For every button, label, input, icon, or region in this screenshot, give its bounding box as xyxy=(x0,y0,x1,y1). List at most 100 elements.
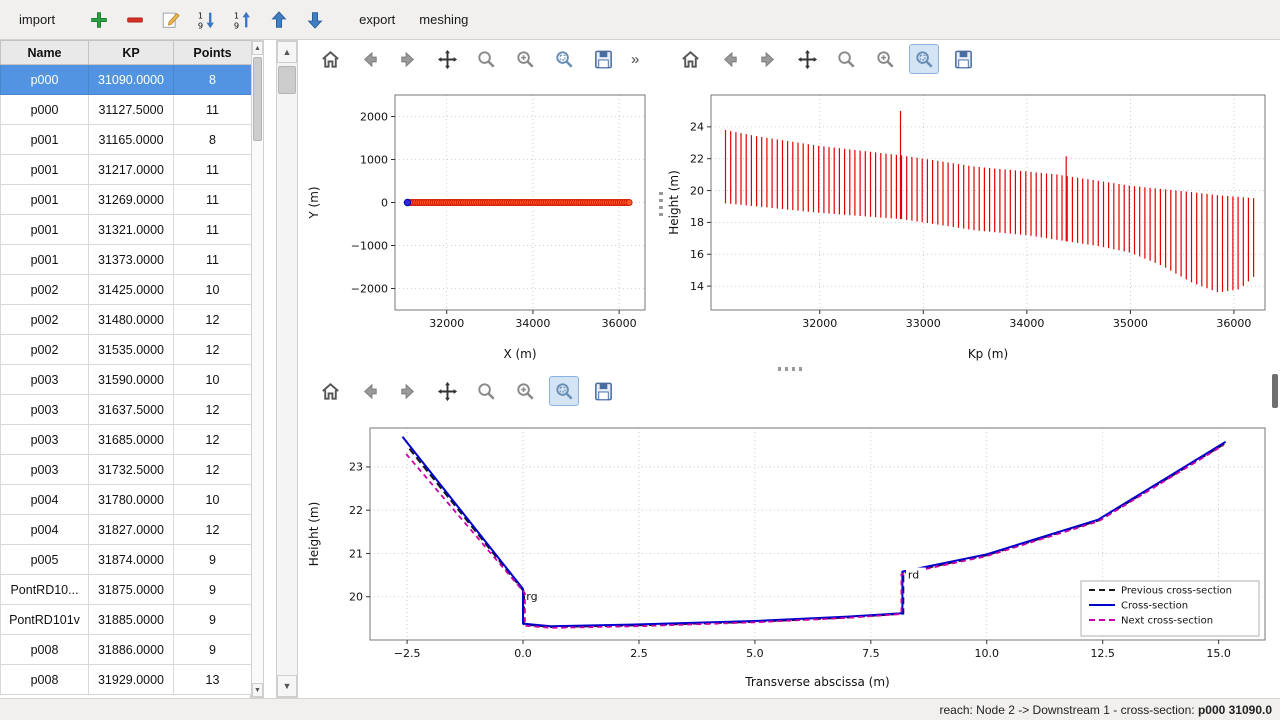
scroll-up-button[interactable]: ▲ xyxy=(277,41,297,63)
scrollbar-thumb[interactable] xyxy=(253,57,262,141)
table-cell[interactable]: 31874.0000 xyxy=(88,544,174,575)
table-cell[interactable]: p002 xyxy=(0,274,89,305)
meshing-button[interactable]: meshing xyxy=(410,8,477,31)
scroll-down-button[interactable]: ▼ xyxy=(277,675,297,697)
forward-button[interactable] xyxy=(753,44,783,74)
table-row[interactable]: p004 31827.0000 12 xyxy=(0,514,252,545)
panel-scrollbar[interactable]: ▲ ▼ xyxy=(276,40,298,698)
table-cell[interactable]: p008 xyxy=(0,634,89,665)
table-row[interactable]: p001 31217.0000 11 xyxy=(0,154,252,185)
table-cell[interactable]: PontRD101v xyxy=(0,604,89,635)
table-row[interactable]: p000 31127.5000 11 xyxy=(0,94,252,125)
table-cell[interactable]: 11 xyxy=(173,94,252,125)
pan-button[interactable] xyxy=(432,44,462,74)
table-cell[interactable]: 8 xyxy=(173,64,252,95)
table-cell[interactable]: 31480.0000 xyxy=(88,304,174,335)
table-cell[interactable]: p001 xyxy=(0,154,89,185)
table-cell[interactable]: 11 xyxy=(173,184,252,215)
table-cell[interactable]: 31269.0000 xyxy=(88,184,174,215)
table-cell[interactable]: 31685.0000 xyxy=(88,424,174,455)
zoom-selection-button[interactable] xyxy=(549,44,579,74)
table-cell[interactable]: 10 xyxy=(173,484,252,515)
table-cell[interactable]: 12 xyxy=(173,304,252,335)
table-cell[interactable]: 9 xyxy=(173,574,252,605)
forward-button[interactable] xyxy=(393,44,423,74)
table-cell[interactable]: 31780.0000 xyxy=(88,484,174,515)
table-row[interactable]: PontRD10... 31875.0000 9 xyxy=(0,574,252,605)
table-cell[interactable]: p001 xyxy=(0,184,89,215)
table-cell[interactable]: p001 xyxy=(0,214,89,245)
import-button[interactable]: import xyxy=(10,8,64,31)
save-button[interactable] xyxy=(588,376,618,406)
home-button[interactable] xyxy=(315,44,345,74)
table-row[interactable]: PontRD101v 31885.0000 9 xyxy=(0,604,252,635)
zoom-button[interactable] xyxy=(471,44,501,74)
zoom-in-button[interactable] xyxy=(870,44,900,74)
table-cell[interactable]: PontRD10... xyxy=(0,574,89,605)
table-cell[interactable]: 11 xyxy=(173,244,252,275)
table-row[interactable]: p001 31165.0000 8 xyxy=(0,124,252,155)
zoom-in-button[interactable] xyxy=(510,376,540,406)
save-button[interactable] xyxy=(588,44,618,74)
table-cell[interactable]: 11 xyxy=(173,214,252,245)
move-up-button[interactable] xyxy=(264,5,294,35)
table-cell[interactable]: 31090.0000 xyxy=(88,64,174,95)
table-row[interactable]: p008 31929.0000 13 xyxy=(0,664,252,695)
table-cell[interactable]: 31590.0000 xyxy=(88,364,174,395)
zoom-in-button[interactable] xyxy=(510,44,540,74)
table-cell[interactable]: p004 xyxy=(0,484,89,515)
table-row[interactable]: p003 31637.5000 12 xyxy=(0,394,252,425)
table-scrollbar[interactable]: ▲ ▼ xyxy=(251,40,264,698)
column-header-kp[interactable]: KP xyxy=(88,40,174,65)
table-cell[interactable]: 31886.0000 xyxy=(88,634,174,665)
table-row[interactable]: p001 31321.0000 11 xyxy=(0,214,252,245)
table-cell[interactable]: 31827.0000 xyxy=(88,514,174,545)
zoom-selection-button[interactable] xyxy=(549,376,579,406)
table-cell[interactable]: 31535.0000 xyxy=(88,334,174,365)
panel-splitter-handle[interactable] xyxy=(1272,374,1278,408)
table-cell[interactable]: 31637.5000 xyxy=(88,394,174,425)
toolbar-overflow-chevron[interactable]: » xyxy=(631,50,640,68)
zoom-selection-button[interactable] xyxy=(909,44,939,74)
longitudinal-view-figure[interactable]: 32000 33000 34000 35000 36000 14 16 18 20 22 24 Kp … xyxy=(663,78,1280,370)
table-cell[interactable]: 31373.0000 xyxy=(88,244,174,275)
pan-button[interactable] xyxy=(432,376,462,406)
table-cell[interactable]: p000 xyxy=(0,64,89,95)
table-cell[interactable]: 31425.0000 xyxy=(88,274,174,305)
forward-button[interactable] xyxy=(393,376,423,406)
table-row[interactable]: p003 31685.0000 12 xyxy=(0,424,252,455)
column-header-points[interactable]: Points xyxy=(173,40,252,65)
scroll-down-button[interactable]: ▼ xyxy=(252,683,263,697)
table-cell[interactable]: p001 xyxy=(0,124,89,155)
table-cell[interactable]: p003 xyxy=(0,394,89,425)
add-cross-section-button[interactable] xyxy=(84,5,114,35)
table-cell[interactable]: 31875.0000 xyxy=(88,574,174,605)
table-cell[interactable]: 9 xyxy=(173,634,252,665)
home-button[interactable] xyxy=(675,44,705,74)
table-cell[interactable]: 31732.5000 xyxy=(88,454,174,485)
table-row[interactable]: p002 31425.0000 10 xyxy=(0,274,252,305)
edit-cross-section-button[interactable] xyxy=(156,5,186,35)
table-cell[interactable]: p003 xyxy=(0,364,89,395)
cross-section-view-figure[interactable]: −2.5 0.0 2.5 5.0 7.5 10.0 12.5 15.0 20 21 22 23 Tran… xyxy=(303,410,1280,698)
table-cell[interactable]: 12 xyxy=(173,424,252,455)
table-cell[interactable]: 12 xyxy=(173,514,252,545)
table-row[interactable]: p002 31480.0000 12 xyxy=(0,304,252,335)
table-cell[interactable]: 12 xyxy=(173,394,252,425)
table-cell[interactable]: p001 xyxy=(0,244,89,275)
plan-view-figure[interactable]: 32000 34000 36000 −2000 −1000 0 1000 2000 X (m) Y… xyxy=(303,78,660,370)
pan-button[interactable] xyxy=(792,44,822,74)
table-cell[interactable]: 31127.5000 xyxy=(88,94,174,125)
save-button[interactable] xyxy=(948,44,978,74)
table-cell[interactable]: 12 xyxy=(173,334,252,365)
move-down-button[interactable] xyxy=(300,5,330,35)
vertical-splitter-handle[interactable] xyxy=(659,192,663,220)
table-row[interactable]: p005 31874.0000 9 xyxy=(0,544,252,575)
table-cell[interactable]: p002 xyxy=(0,334,89,365)
table-cell[interactable]: 31321.0000 xyxy=(88,214,174,245)
table-cell[interactable]: p004 xyxy=(0,514,89,545)
table-cell[interactable]: 12 xyxy=(173,454,252,485)
export-button[interactable]: export xyxy=(350,8,404,31)
